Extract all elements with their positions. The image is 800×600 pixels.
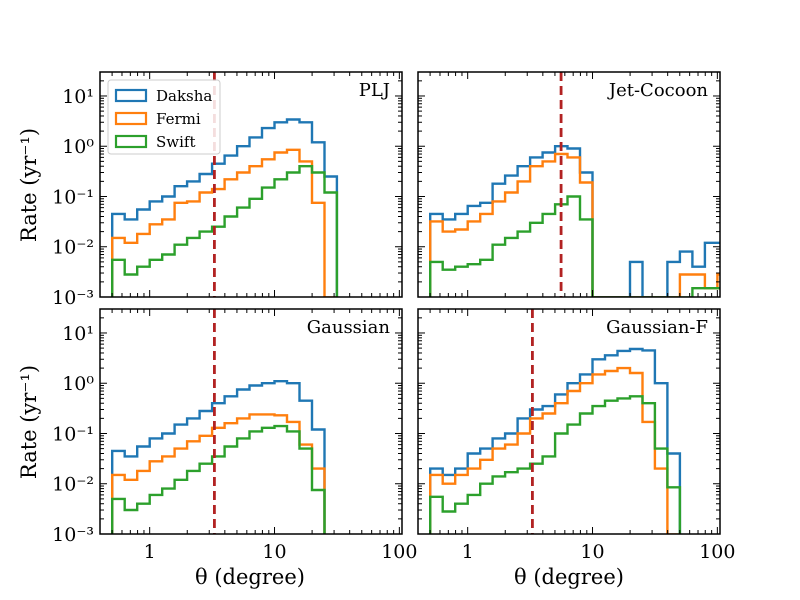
plot-area [429, 309, 682, 534]
panel-gaussian: 10⁻³ 10⁻² 10⁻¹ 10⁰ 10¹ 1 10 100 Gaussian [52, 308, 417, 563]
legend-label-swift: Swift [156, 133, 196, 151]
histogram-swift [429, 195, 720, 297]
histogram-swift [111, 424, 326, 534]
histogram-daksha [429, 347, 682, 534]
x-tick-label: 100 [699, 541, 735, 563]
histogram-fermi [429, 366, 682, 534]
histogram-fermi [111, 148, 339, 297]
legend-swatch-daksha [114, 88, 148, 103]
y-tick-label: 10⁻² [52, 474, 94, 496]
panel-jet-cocoon: Jet-Cocoon [417, 71, 721, 298]
histogram-swift [111, 165, 339, 297]
x-tick-label: 1 [144, 541, 156, 563]
legend-swatch-fermi [114, 111, 148, 126]
xlabel-left: θ (degree) [195, 565, 305, 589]
y-tick-label: 10⁻³ [52, 287, 94, 309]
y-tick-label: 10⁻¹ [52, 423, 94, 445]
axes-frame [417, 308, 721, 535]
panel-plj: 10⁻³ 10⁻² 10⁻¹ 10⁰ 10¹ PLJ [52, 71, 403, 309]
xlabel-right: θ (degree) [514, 565, 624, 589]
axes-frame [99, 308, 403, 535]
histogram-fermi [111, 413, 326, 534]
panel-title: Gaussian [307, 317, 391, 338]
plot-area [429, 72, 720, 297]
histogram-daksha [111, 118, 339, 297]
panel-gaussian-f: 1 10 100 Gaussian-F [417, 308, 735, 563]
y-tick-label: 10⁻¹ [52, 186, 94, 208]
y-tick-label: 10¹ [62, 86, 94, 108]
ylabel-top: Rate (yr⁻¹) [17, 128, 41, 242]
histogram-daksha [429, 145, 720, 297]
x-tick-label: 100 [381, 541, 417, 563]
legend-label-fermi: Fermi [156, 110, 201, 128]
x-tick-label: 10 [580, 541, 604, 563]
plot-area [111, 72, 339, 297]
plot-area [111, 309, 326, 534]
ylabel-bottom: Rate (yr⁻¹) [17, 365, 41, 479]
legend-swatch-swift [114, 134, 148, 149]
axes-frame [99, 71, 403, 298]
histogram-fermi [429, 152, 720, 297]
x-tick-label: 1 [462, 541, 474, 563]
y-tick-label: 10⁰ [62, 136, 94, 158]
histogram-daksha [111, 380, 326, 534]
y-tick-label: 10⁻² [52, 237, 94, 259]
y-tick-label: 10¹ [62, 323, 94, 345]
panel-title: PLJ [359, 80, 390, 101]
histogram-swift [429, 395, 682, 534]
y-tick-label: 10⁰ [62, 373, 94, 395]
x-tick-label: 10 [262, 541, 286, 563]
legend-label-daksha: Daksha [156, 87, 212, 105]
legend: Daksha Fermi Swift [107, 79, 221, 155]
panel-title: Jet-Cocoon [607, 80, 709, 101]
y-tick-label: 10⁻³ [52, 524, 94, 546]
panel-title: Gaussian-F [606, 317, 708, 338]
axes-frame [417, 71, 721, 298]
